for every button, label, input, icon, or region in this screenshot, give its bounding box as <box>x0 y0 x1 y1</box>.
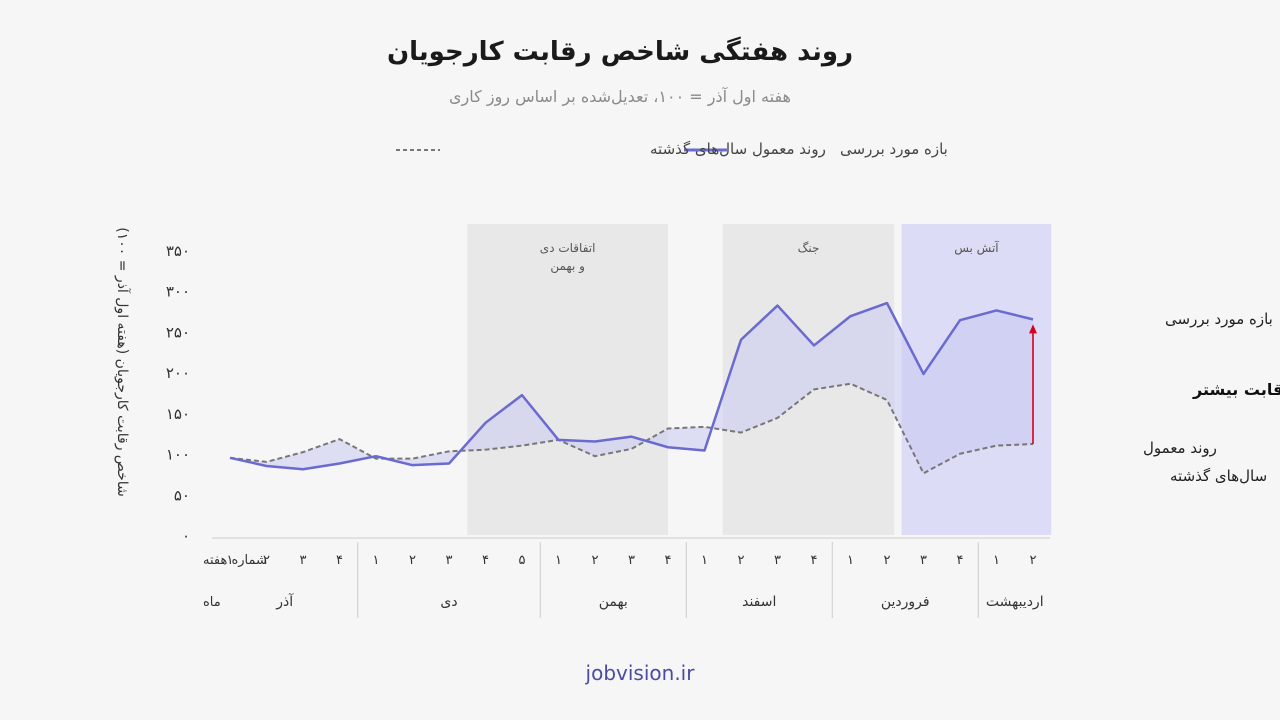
chart-subtitle: هفته اول آذر = ۱۰۰، تعدیل‌شده بر اساس رو… <box>449 87 791 107</box>
y-tick-label: ۱۰۰ <box>166 446 190 464</box>
legend: بازه مورد بررسی روند معمول سال‌های گذشته <box>396 140 948 158</box>
series-lines <box>229 301 1034 475</box>
week-tick-label: ۲ <box>884 553 891 568</box>
month-label: اسفند <box>742 594 776 610</box>
y-tick-label: ۲۵۰ <box>166 323 190 341</box>
week-tick-label: ۲ <box>738 553 745 568</box>
week-row-label: شماره هفته <box>203 553 267 568</box>
y-tick-label: ۳۰۰ <box>166 283 190 301</box>
week-tick-label: ۴ <box>665 553 672 568</box>
increase-arrow-head <box>1029 324 1037 334</box>
difference-area-fill <box>230 303 1033 474</box>
week-tick-label: ۳ <box>628 553 635 568</box>
chart-title: روند هفتگی شاخص رقابت کارجویان <box>387 36 853 67</box>
y-tick-label: ۳۵۰ <box>166 242 190 260</box>
week-tick-label: ۱ <box>993 553 1000 568</box>
event-band-1 <box>467 224 668 535</box>
week-tick-label: ۴ <box>957 553 964 568</box>
difference-area <box>230 303 1033 474</box>
legend-past-label: روند معمول سال‌های گذشته <box>650 140 826 158</box>
week-tick-label: ۳ <box>774 553 781 568</box>
legend-main-label: بازه مورد بررسی <box>840 140 948 158</box>
month-label: آذر <box>275 593 294 610</box>
event-band-label: و بهمن <box>550 259 585 274</box>
annotation-past-line1: روند معمول <box>1143 439 1217 457</box>
y-tick-label: ۱۵۰ <box>166 405 190 423</box>
event-band-label: آتش بس <box>954 240 999 256</box>
month-label: دی <box>440 594 457 610</box>
annotation-increase: +۱۳۰٪ رقابت بیشتر <box>1192 380 1280 399</box>
week-tick-label: ۱ <box>227 553 234 568</box>
week-tick-label: ۵ <box>519 553 526 568</box>
week-tick-label: ۲ <box>263 553 270 568</box>
event-band-label: اتفاقات دی <box>540 241 596 255</box>
month-label: بهمن <box>599 594 628 610</box>
week-tick-label: ۴ <box>336 553 343 568</box>
y-axis-label: شاخص رقابت کارجویان (هفته اول آذر = ۱۰۰) <box>114 227 131 496</box>
month-row-label: ماه <box>203 595 221 610</box>
month-labels: آذر دی بهمن اسفند فروردین اردیبهشت <box>275 542 1044 618</box>
week-tick-label: ۲ <box>592 553 599 568</box>
week-tick-label: ۱ <box>847 553 854 568</box>
week-tick-label: ۳ <box>920 553 927 568</box>
week-tick-label: ۲ <box>409 553 416 568</box>
y-tick-label: ۵۰ <box>174 486 190 504</box>
week-tick-label: ۴ <box>482 553 489 568</box>
y-tick-label: ۰ <box>182 527 190 545</box>
week-tick-label: ۱ <box>373 553 380 568</box>
week-tick-label: ۳ <box>300 553 307 568</box>
past-trend-line <box>229 382 1034 475</box>
week-tick-label: ۳ <box>446 553 453 568</box>
week-tick-label: ۴ <box>811 553 818 568</box>
y-tick-label: ۲۰۰ <box>166 364 190 382</box>
source-label: jobvision.ir <box>585 661 696 685</box>
week-tick-label: ۲ <box>1030 553 1037 568</box>
main-series-line <box>229 301 1034 471</box>
week-tick-label: ۱ <box>701 553 708 568</box>
event-band-label: جنگ <box>798 241 820 255</box>
week-tick-label: ۱ <box>555 553 562 568</box>
annotations: بازه مورد بررسی +۱۳۰٪ رقابت بیشتر روند م… <box>1029 310 1280 485</box>
week-ticks: ۱ ۲ ۳ ۴ ۱ ۲ ۳ ۴ ۵ ۱ ۲ ۳ ۴ ۱ ۲ ۳ ۴ ۱ ۲ ۳ ۴ ۱ ۲ <box>227 553 1037 568</box>
month-label: فروردین <box>881 594 930 610</box>
y-axis: ۰ ۵۰ ۱۰۰ ۱۵۰ ۲۰۰ ۲۵۰ ۳۰۰ ۳۵۰ <box>166 242 190 545</box>
annotation-main-series: بازه مورد بررسی <box>1165 310 1273 328</box>
month-label: اردیبهشت <box>986 594 1044 610</box>
annotation-past-line2: سال‌های گذشته <box>1170 467 1267 485</box>
